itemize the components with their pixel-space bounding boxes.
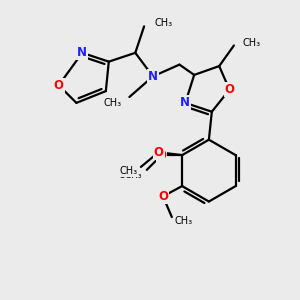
Text: O: O bbox=[158, 190, 168, 203]
Text: CH₃: CH₃ bbox=[154, 18, 172, 28]
Text: CH₃: CH₃ bbox=[243, 38, 261, 47]
Text: N: N bbox=[180, 96, 190, 110]
Text: O: O bbox=[154, 146, 164, 159]
Text: O: O bbox=[54, 79, 64, 92]
Text: OCH₃: OCH₃ bbox=[119, 171, 142, 180]
Text: O: O bbox=[157, 149, 166, 162]
Text: CH₃: CH₃ bbox=[120, 166, 138, 176]
Text: CH₃: CH₃ bbox=[175, 216, 193, 226]
Text: O: O bbox=[224, 83, 235, 96]
Text: N: N bbox=[148, 70, 158, 83]
Text: N: N bbox=[77, 46, 87, 59]
Text: CH₃: CH₃ bbox=[104, 98, 122, 108]
